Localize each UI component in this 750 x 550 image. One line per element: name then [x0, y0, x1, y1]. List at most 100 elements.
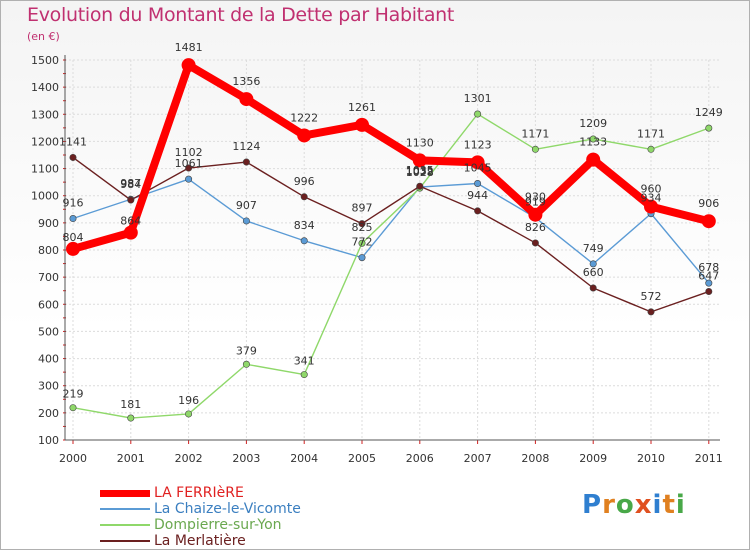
data-label: 1028 [406, 166, 434, 179]
data-label: 196 [178, 394, 199, 407]
y-tick-label: 700 [38, 271, 59, 284]
legend-label: La Merlatière [154, 533, 246, 549]
data-label: 1356 [232, 75, 260, 88]
data-label: 1222 [290, 111, 318, 124]
data-point [647, 308, 655, 316]
data-label: 1035 [406, 164, 434, 177]
y-tick-label: 1400 [31, 81, 59, 94]
data-label: 1249 [695, 106, 723, 119]
data-point [589, 135, 597, 143]
data-point [705, 279, 713, 287]
legend-swatch [100, 524, 150, 526]
series-2 [69, 110, 713, 422]
data-point [242, 158, 250, 166]
y-tick-label: 900 [38, 217, 59, 230]
x-tick-label: 2011 [695, 452, 723, 465]
y-tick-label: 1100 [31, 163, 59, 176]
data-point [123, 225, 138, 240]
series-3 [69, 153, 713, 316]
logo-letter: x [634, 490, 653, 520]
data-labels-layer: 804 864 1481 1356 1222 1261 1130 1123 930 1133 960… [59, 41, 723, 411]
y-tick-label: 800 [38, 244, 59, 257]
data-label: 804 [63, 231, 84, 244]
data-point [127, 414, 135, 422]
series-1 [69, 175, 713, 287]
data-label: 660 [583, 266, 604, 279]
data-point [358, 220, 366, 228]
data-label: 1045 [464, 162, 492, 175]
data-label: 181 [120, 398, 141, 411]
data-point [416, 182, 424, 190]
data-label: 934 [641, 192, 662, 205]
data-label: 1481 [175, 41, 203, 54]
y-tick-label: 1500 [31, 54, 59, 67]
logo-letter: o [615, 490, 635, 520]
data-label: 647 [698, 270, 719, 283]
data-label: 834 [294, 219, 315, 232]
chart-grid [65, 59, 720, 441]
series-layer [66, 58, 716, 422]
data-label: 572 [641, 290, 662, 303]
data-point [185, 164, 193, 172]
series-line [72, 113, 710, 419]
data-point [358, 254, 366, 262]
legend-swatch [100, 540, 150, 542]
y-tick-label: 400 [38, 353, 59, 366]
x-tick-label: 2007 [464, 452, 492, 465]
data-point [474, 110, 482, 118]
data-label: 678 [698, 261, 719, 274]
chart-title: Evolution du Montant de la Dette par Hab… [27, 4, 455, 26]
legend-swatch [100, 508, 150, 510]
data-point [185, 410, 193, 418]
y-tick-label: 500 [38, 325, 59, 338]
series-line [72, 178, 710, 284]
logo-letter: t [662, 490, 676, 520]
data-point [69, 404, 77, 412]
data-point [474, 180, 482, 188]
data-label: 749 [583, 242, 604, 255]
data-label: 341 [294, 355, 315, 368]
data-label: 960 [641, 183, 662, 196]
data-point [242, 360, 250, 368]
data-label: 907 [236, 199, 257, 212]
data-point [701, 214, 716, 229]
data-label: 916 [63, 197, 84, 210]
data-point [528, 207, 543, 222]
data-point [242, 217, 250, 225]
data-point [300, 237, 308, 245]
legend-item: La Chaize-le-Vicomte [100, 501, 301, 517]
y-tick-label: 600 [38, 298, 59, 311]
data-label: 1032 [406, 165, 434, 178]
data-label: 984 [120, 178, 141, 191]
y-tick-label: 100 [38, 434, 59, 447]
legend-swatch [100, 489, 150, 497]
logo-letter: P [582, 490, 603, 520]
proxiti-logo: Proxiti [582, 490, 686, 520]
data-point [474, 207, 482, 215]
data-label: 987 [120, 177, 141, 190]
data-label: 1171 [637, 127, 665, 140]
data-label: 864 [120, 215, 141, 228]
y-tick-label: 1300 [31, 108, 59, 121]
data-label: 1124 [232, 140, 260, 153]
x-tick-label: 2008 [521, 452, 549, 465]
logo-letter: i [652, 490, 663, 520]
data-point [589, 260, 597, 268]
x-tick-label: 2004 [290, 452, 318, 465]
data-point [644, 199, 658, 214]
data-point [470, 155, 485, 170]
data-label: 1141 [59, 135, 87, 148]
data-label: 1209 [579, 117, 607, 130]
y-tick-label: 300 [38, 380, 59, 393]
x-tick-label: 2000 [59, 452, 87, 465]
legend-label: LA FERRIèRE [154, 485, 244, 501]
data-point [66, 241, 80, 256]
data-point [358, 239, 366, 247]
data-point [297, 128, 312, 143]
data-label: 1133 [579, 136, 607, 149]
data-point [586, 152, 601, 167]
data-point [69, 153, 77, 161]
data-point [355, 117, 369, 132]
data-label: 906 [698, 197, 719, 210]
data-label: 825 [352, 221, 373, 234]
